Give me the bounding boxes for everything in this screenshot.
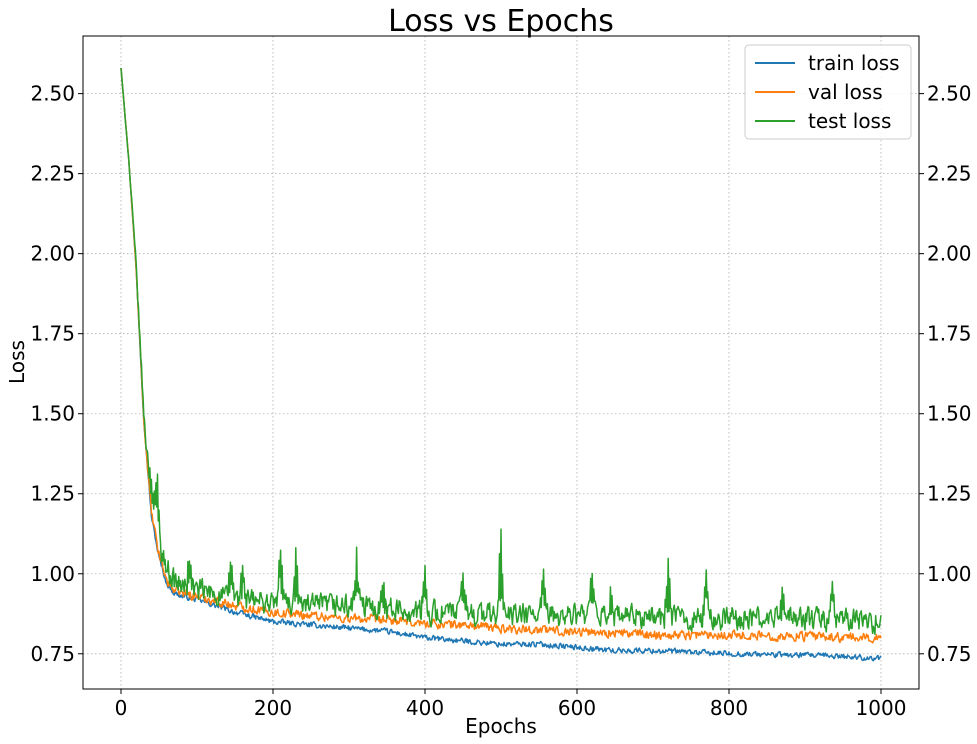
x-tick-label: 0 (115, 696, 128, 720)
x-tick-label: 800 (710, 696, 748, 720)
series-line-2 (120, 67, 882, 636)
legend-label: train loss (808, 51, 900, 75)
y-tick-label-right: 1.75 (927, 322, 972, 346)
series-line-1 (120, 67, 882, 644)
legend-label: val loss (808, 80, 883, 104)
x-tick-label: 1000 (856, 696, 907, 720)
y-tick-label: 2.25 (30, 162, 75, 186)
y-tick-label: 1.75 (30, 322, 75, 346)
y-tick-label: 1.00 (30, 562, 75, 586)
y-tick-label: 1.50 (30, 402, 75, 426)
chart-title: Loss vs Epochs (388, 4, 614, 39)
y-tick-label: 2.00 (30, 242, 75, 266)
y-tick-label-right: 1.25 (927, 482, 972, 506)
legend-box (744, 44, 912, 140)
y-tick-label-right: 2.25 (927, 162, 972, 186)
legend: train loss val loss test loss (744, 44, 912, 140)
y-tick-label: 1.25 (30, 482, 75, 506)
y-axis: 0.75 0.75 1.00 1.00 1.25 1.25 1.50 1.50 1.75 1.75… (30, 82, 971, 666)
y-tick-label-right: 2.50 (927, 82, 972, 106)
series-layer (120, 67, 882, 662)
y-tick-label-right: 0.75 (927, 642, 972, 666)
x-tick-label: 200 (254, 696, 292, 720)
legend-label: test loss (808, 109, 891, 133)
x-axis: 0 200 400 600 800 1000 (115, 689, 907, 720)
x-axis-title: Epochs (465, 714, 537, 738)
series-line-0 (120, 67, 882, 662)
x-tick-label: 400 (406, 696, 444, 720)
y-tick-label-right: 1.50 (927, 402, 972, 426)
y-tick-label-right: 2.00 (927, 242, 972, 266)
y-tick-label-right: 1.00 (927, 562, 972, 586)
y-tick-label: 0.75 (30, 642, 75, 666)
y-axis-title: Loss (5, 340, 29, 384)
x-tick-label: 600 (558, 696, 596, 720)
y-tick-label: 2.50 (30, 82, 75, 106)
plot-frame (82, 35, 920, 690)
